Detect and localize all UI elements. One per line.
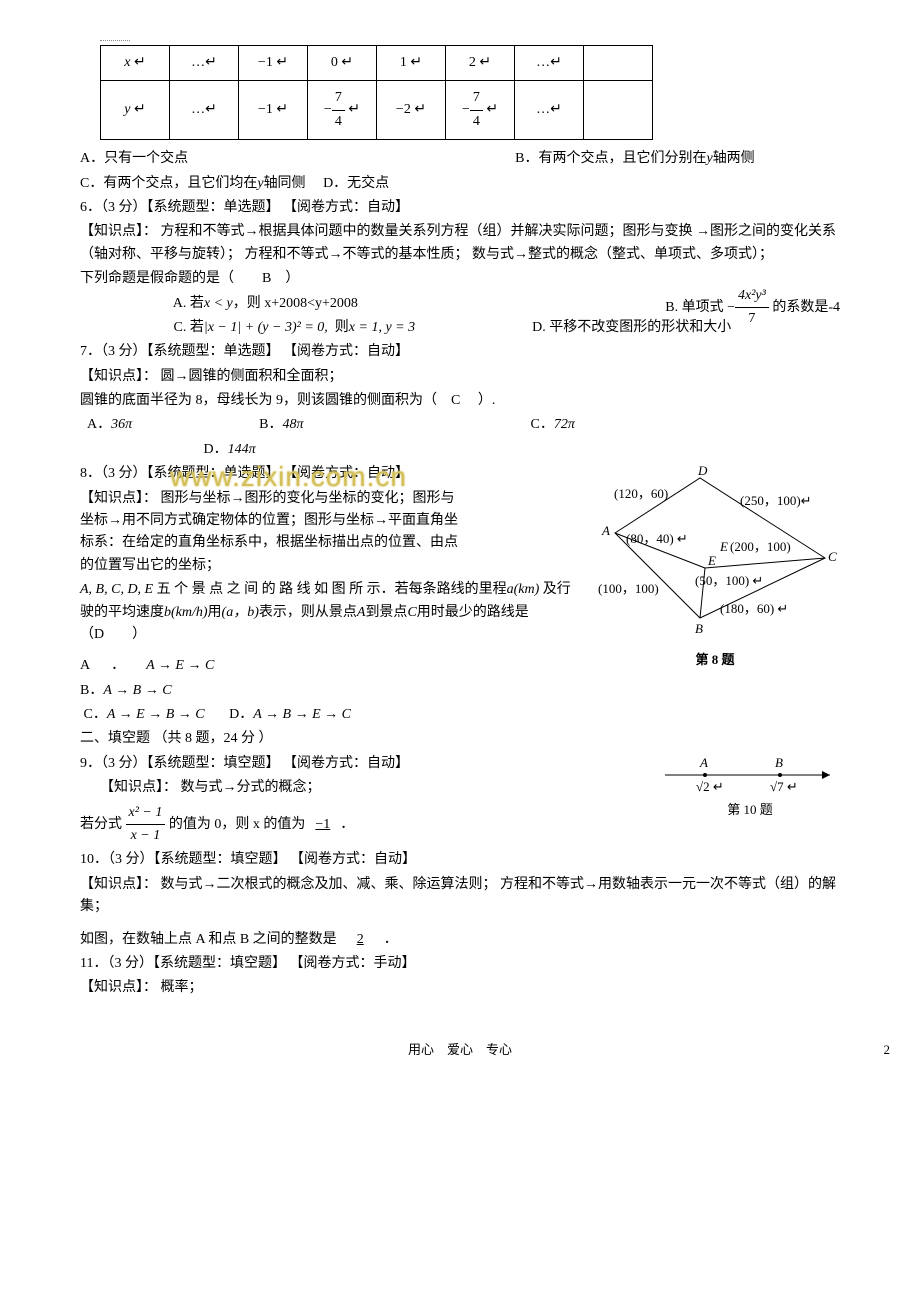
q10-head: 10．（3 分）【系统题型：填空题】 【阅卷方式：自动】 [80, 849, 840, 871]
svg-text:(50，100) ↵: (50，100) ↵ [695, 573, 763, 588]
q6-head: 6．（3 分）【系统题型：单选题】 【阅卷方式：自动】 [80, 197, 840, 219]
q8-optB: B．A → B → C [80, 680, 840, 702]
q10-caption: 第 10 题 [660, 800, 840, 821]
svg-text:B: B [775, 755, 783, 770]
svg-text:(250，100)↵: (250，100)↵ [740, 493, 812, 508]
cell: x [124, 55, 130, 70]
pt-A: A [601, 523, 610, 538]
xy-table: x ↵ …↵ −1 ↵ 0 ↵ 1 ↵ 2 ↵ …↵ y ↵ …↵ −1 ↵ −… [100, 45, 653, 140]
svg-text:(180，60) ↵: (180，60) ↵ [720, 601, 788, 616]
cell: −74 ↵ [308, 81, 377, 140]
q8-optC-D: C．A → E → B → C D．A → B → E → C [80, 704, 840, 726]
cell: −2 ↵ [377, 81, 446, 140]
cell: 1 ↵ [377, 46, 446, 81]
q10-kp: 【知识点】： 数与式→二次根式的概念及加、减、乘、除运算法则； 方程和不等式→用… [80, 874, 840, 919]
q7-optD: D．144π [80, 439, 840, 461]
cell: …↵ [170, 46, 239, 81]
table-row: y ↵ …↵ −1 ↵ −74 ↵ −2 ↵ −74 ↵ …↵ [101, 81, 653, 140]
svg-text:A: A [699, 755, 708, 770]
q10-figure: A B √2 ↵ √7 ↵ 第 10 题 [660, 753, 840, 813]
q10-stem: 如图，在数轴上点 A 和点 B 之间的整数是2． [80, 929, 840, 951]
pt-C: C [828, 549, 837, 564]
q11-head: 11．（3 分）【系统题型：填空题】 【阅卷方式：手动】 [80, 953, 840, 975]
cell: −1 ↵ [239, 46, 308, 81]
q10-answer: 2 [337, 932, 384, 947]
q7-head: 7．（3 分）【系统题型：单选题】 【阅卷方式：自动】 [80, 341, 840, 363]
q7-stem: 圆锥的底面半径为 8，母线长为 9，则该圆锥的侧面积为（ C ）. [80, 390, 840, 412]
q9-answer: −1 [305, 817, 340, 832]
q8-caption: 第 8 题 [590, 650, 840, 671]
svg-text:(200，100): (200，100) [730, 539, 791, 554]
q7-kp: 【知识点】： 圆→圆锥的侧面积和全面积； [80, 366, 840, 388]
svg-text:(120，60): (120，60) [614, 486, 668, 501]
cell: −1 ↵ [239, 81, 308, 140]
cell: …↵ [515, 81, 584, 140]
cell: …↵ [170, 81, 239, 140]
q5-optA-B: A．只有一个交点 B．有两个交点，且它们分别在y轴两侧 [80, 148, 840, 170]
svg-text:√2 ↵: √2 ↵ [696, 779, 724, 793]
svg-text:E: E [719, 539, 728, 554]
footer: 用心 爱心 专心 2 [80, 1040, 840, 1061]
cell: …↵ [515, 46, 584, 81]
section2-title: 二、填空题 （共 8 题，24 分 ） [80, 728, 840, 750]
pt-B: B [695, 621, 703, 636]
dotted-rule [100, 40, 130, 41]
table-row: x ↵ …↵ −1 ↵ 0 ↵ 1 ↵ 2 ↵ …↵ [101, 46, 653, 81]
q5-optC-D: C．有两个交点，且它们均在y轴同侧 D．无交点 [80, 173, 840, 195]
q8-figure: A D C B E (120，60) (250，100)↵ (80，40) ↵ … [590, 463, 840, 643]
page-number: 2 [884, 1040, 891, 1061]
svg-text:√7 ↵: √7 ↵ [770, 779, 798, 793]
q11-kp: 【知识点】： 概率； [80, 977, 840, 999]
cell: −74 ↵ [446, 81, 515, 140]
pt-E: E [707, 553, 716, 568]
svg-text:(80，40) ↵: (80，40) ↵ [626, 531, 688, 546]
pt-D: D [697, 463, 708, 478]
cell: 2 ↵ [446, 46, 515, 81]
cell: y [124, 102, 130, 117]
cell: 0 ↵ [308, 46, 377, 81]
q7-opts: A．36π B．48π C．72π [80, 414, 840, 436]
svg-text:(100，100): (100，100) [598, 581, 659, 596]
q8-kp: 【知识点】： 图形与坐标→图形的变化与坐标的变化；图形与坐标→用不同方式确定物体… [80, 488, 460, 578]
q6-opts: A. 若x < y，则 x+2008<y+2008 B. 单项式 −4x²y³7… [80, 293, 840, 315]
q6-kp: 【知识点】： 方程和不等式→根据具体问题中的数量关系列方程（组）并解决实际问题；… [80, 221, 840, 266]
